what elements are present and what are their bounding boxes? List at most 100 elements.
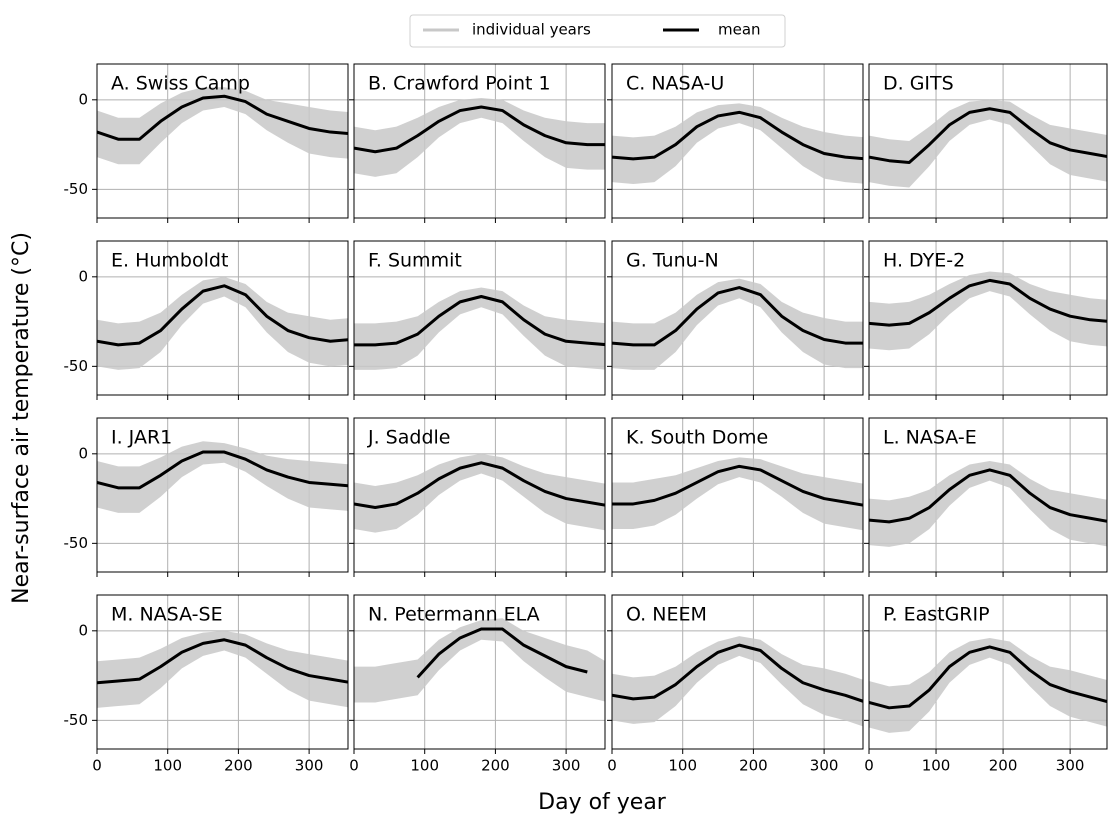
mean-line xyxy=(869,468,1107,524)
panel: C. NASA-U xyxy=(607,63,864,223)
panel: 0 100 200 300 P. EastGRIP xyxy=(864,594,1108,775)
x-tick-label: 200 xyxy=(989,757,1018,775)
plot-area xyxy=(97,241,348,395)
individual-years-range xyxy=(97,630,348,708)
panel-frame xyxy=(611,63,864,219)
panel-frame xyxy=(868,240,1108,396)
legend-label: mean xyxy=(718,21,761,39)
mean-line xyxy=(97,638,348,685)
mean-line xyxy=(354,105,605,154)
x-tick-label: 200 xyxy=(481,757,510,775)
individual-years-range xyxy=(869,637,1107,733)
panel: L. NASA-E xyxy=(864,417,1108,577)
mean-line xyxy=(354,461,605,510)
panel: K. South Dome xyxy=(607,417,864,577)
panel-title: F. Summit xyxy=(368,250,462,272)
individual-years-range xyxy=(354,98,605,177)
x-tick-label: 0 xyxy=(607,757,617,775)
panel-frame xyxy=(868,417,1108,573)
panel-frame xyxy=(96,417,349,573)
panel-frame xyxy=(96,594,349,750)
panel-frame xyxy=(868,63,1108,219)
x-tick-label: 100 xyxy=(410,757,439,775)
y-tick-label: 0 xyxy=(78,621,88,639)
plot-area xyxy=(869,418,1107,572)
panel-title: H. DYE-2 xyxy=(883,250,965,272)
plot-area xyxy=(612,418,863,572)
panel: D. GITS xyxy=(864,63,1108,223)
individual-years-range xyxy=(869,99,1107,188)
panel-frame xyxy=(868,594,1108,750)
panel-frame xyxy=(353,240,606,396)
plot-area xyxy=(612,595,863,749)
mean-line xyxy=(869,107,1107,164)
x-tick-label: 0 xyxy=(349,757,359,775)
panel: 0 100 200 300 N. Petermann ELA xyxy=(349,594,606,775)
x-tick-label: 100 xyxy=(668,757,697,775)
panel-title: A. Swiss Camp xyxy=(111,73,250,95)
panel: 0 100 200 300 O. NEEM xyxy=(607,594,864,775)
mean-line xyxy=(97,94,348,141)
panel-title: C. NASA-U xyxy=(626,73,724,95)
panel-title: G. Tunu-N xyxy=(626,250,719,272)
panel-frame xyxy=(611,240,864,396)
x-tick-label: 300 xyxy=(1056,757,1085,775)
panel-frame xyxy=(353,594,606,750)
x-tick-label: 300 xyxy=(295,757,324,775)
panel: 0 100 200 300 -50 0 M. NASA-SE xyxy=(64,594,349,775)
panel: J. Saddle xyxy=(349,417,606,577)
mean-line xyxy=(416,627,588,679)
y-tick-label: 0 xyxy=(78,90,88,108)
mean-line xyxy=(97,450,348,490)
y-tick-label: -50 xyxy=(64,711,89,729)
individual-years-range xyxy=(612,103,863,184)
plot-area xyxy=(354,595,605,749)
plot-area xyxy=(97,64,348,218)
x-axis-label: Day of year xyxy=(538,790,667,815)
mean-line xyxy=(612,110,863,161)
mean-line xyxy=(612,643,863,703)
mean-line xyxy=(612,286,863,347)
panel-title: B. Crawford Point 1 xyxy=(368,73,551,95)
panel-title: D. GITS xyxy=(883,73,954,95)
plot-area xyxy=(97,595,348,749)
individual-years-range xyxy=(97,87,348,165)
y-tick-label: -50 xyxy=(64,357,89,375)
plot-area xyxy=(869,241,1107,395)
panel-title: J. Saddle xyxy=(367,427,450,449)
panel: B. Crawford Point 1 xyxy=(349,63,606,223)
panel-title: K. South Dome xyxy=(626,427,768,449)
x-tick-label: 0 xyxy=(92,757,102,775)
panel: -50 0 A. Swiss Camp xyxy=(64,63,349,223)
individual-years-range xyxy=(354,618,605,703)
plot-area xyxy=(354,64,605,218)
y-axis-label: Near-surface air temperature (°C) xyxy=(9,232,34,604)
individual-years-range xyxy=(97,441,348,513)
plot-area xyxy=(97,418,348,572)
panel-frame xyxy=(96,63,349,219)
panel: F. Summit xyxy=(349,240,606,400)
x-tick-label: 100 xyxy=(153,757,182,775)
panel: -50 0 E. Humboldt xyxy=(64,240,349,400)
panel-title: I. JAR1 xyxy=(111,427,172,449)
panel: -50 0 I. JAR1 xyxy=(64,417,349,577)
x-tick-label: 100 xyxy=(922,757,951,775)
panel-frame xyxy=(353,417,606,573)
individual-years-range xyxy=(612,457,863,531)
panel-frame xyxy=(353,63,606,219)
x-tick-label: 200 xyxy=(739,757,768,775)
plot-area xyxy=(354,418,605,572)
legend-box xyxy=(409,14,786,48)
panel-title: E. Humboldt xyxy=(111,250,228,272)
individual-years-range xyxy=(612,278,863,370)
panel-title: P. EastGRIP xyxy=(883,604,990,626)
plot-area xyxy=(869,64,1107,218)
plot-area xyxy=(869,595,1107,749)
individual-years-range xyxy=(354,453,605,533)
panel-title: O. NEEM xyxy=(626,604,707,626)
mean-line xyxy=(97,284,348,347)
panel-frame xyxy=(96,240,349,396)
individual-years-range xyxy=(354,287,605,370)
y-tick-label: 0 xyxy=(78,444,88,462)
individual-years-range xyxy=(612,636,863,727)
